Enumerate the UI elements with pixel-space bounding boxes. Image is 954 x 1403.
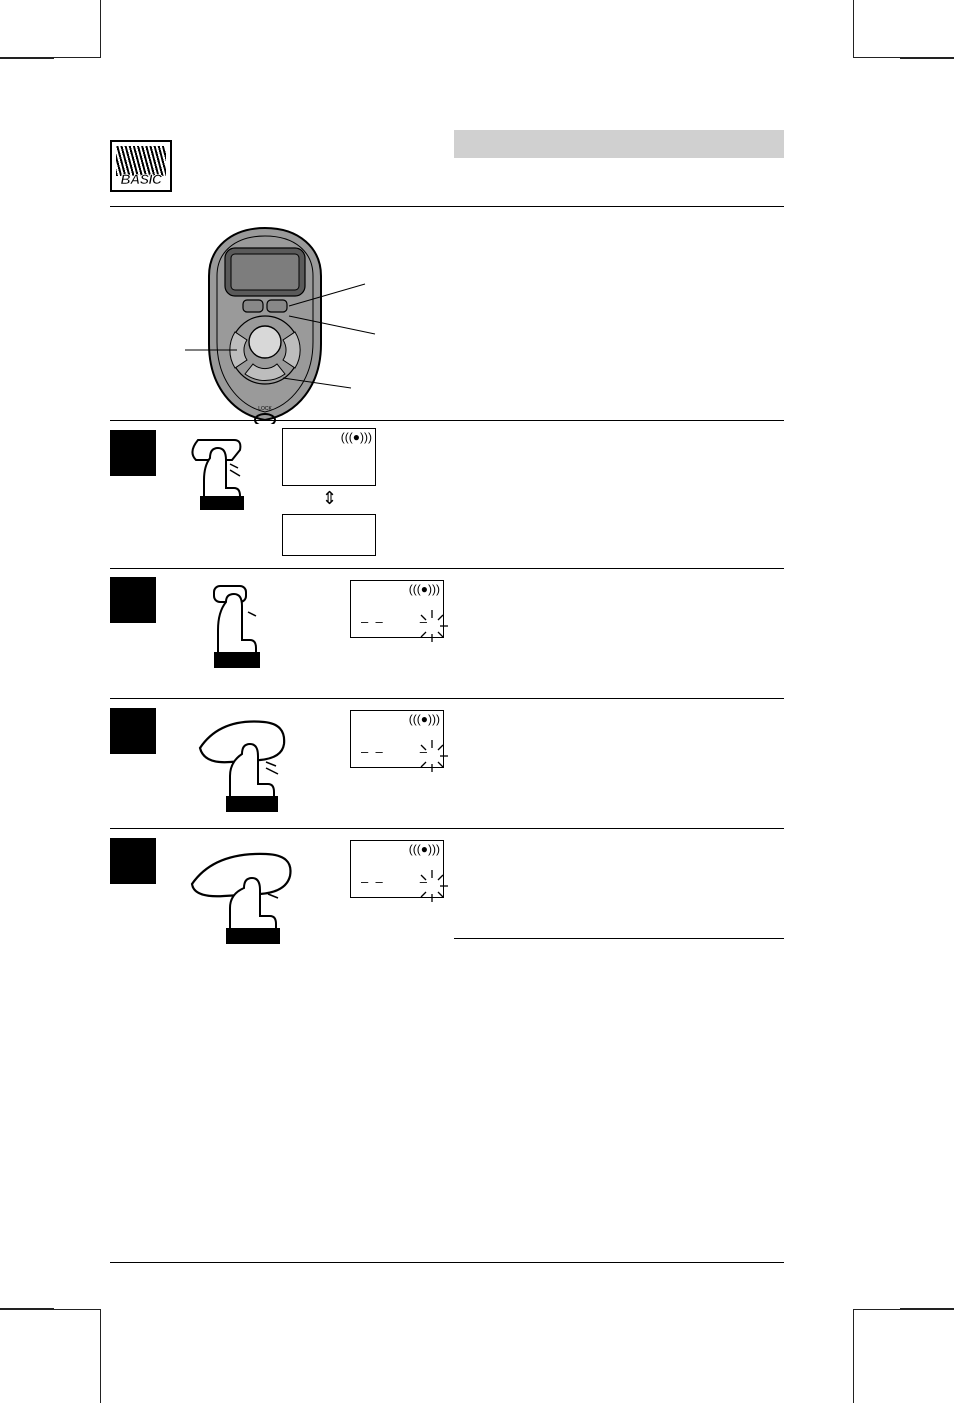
basic-logo: BASIC xyxy=(110,140,172,192)
crop-mark xyxy=(0,1308,54,1309)
hand-press-icon xyxy=(190,714,300,814)
horizontal-rule xyxy=(110,828,784,829)
lcd-dashes: – – xyxy=(361,615,383,629)
crop-mark xyxy=(900,1308,954,1309)
antenna-icon: (((●))) xyxy=(409,583,440,595)
horizontal-rule xyxy=(454,938,784,939)
remote-diagram: LOCK xyxy=(195,224,335,424)
crop-mark xyxy=(900,58,954,59)
step-number-box xyxy=(110,430,156,476)
crop-mark xyxy=(854,1309,954,1339)
basic-logo-text: BASIC xyxy=(112,171,170,187)
step-number-box xyxy=(110,577,156,623)
step-number-box xyxy=(110,708,156,754)
crop-mark xyxy=(853,1309,854,1403)
flashing-indicator xyxy=(412,606,452,646)
antenna-icon: (((●))) xyxy=(409,843,440,855)
step-number-box xyxy=(110,838,156,884)
crop-mark xyxy=(100,1309,101,1403)
hand-press-icon xyxy=(186,846,306,946)
antenna-icon: (((●))) xyxy=(409,713,440,725)
horizontal-rule xyxy=(110,420,784,421)
horizontal-rule xyxy=(110,568,784,569)
lcd-frame: (((●))) xyxy=(282,428,376,486)
lcd-frame xyxy=(282,514,376,556)
page-content: BASIC LOCK xyxy=(110,130,784,1263)
crop-mark xyxy=(854,28,954,58)
flashing-indicator xyxy=(412,866,452,906)
horizontal-rule xyxy=(110,206,784,207)
crop-mark xyxy=(0,1309,100,1339)
antenna-icon: (((●))) xyxy=(341,431,372,443)
hand-press-icon xyxy=(206,582,276,672)
crop-mark xyxy=(0,58,54,59)
lcd-dashes: – – xyxy=(361,875,383,889)
crop-mark xyxy=(0,28,100,58)
two-way-arrow-icon: ⇕ xyxy=(322,488,336,509)
horizontal-rule xyxy=(110,698,784,699)
horizontal-rule xyxy=(110,1262,784,1263)
flashing-indicator xyxy=(412,736,452,776)
crop-mark xyxy=(100,0,101,58)
leader-lines xyxy=(195,224,455,424)
lcd-dashes: – – xyxy=(361,745,383,759)
crop-mark xyxy=(853,0,854,58)
hand-press-icon xyxy=(190,430,260,510)
header-gray-bar xyxy=(454,130,784,158)
